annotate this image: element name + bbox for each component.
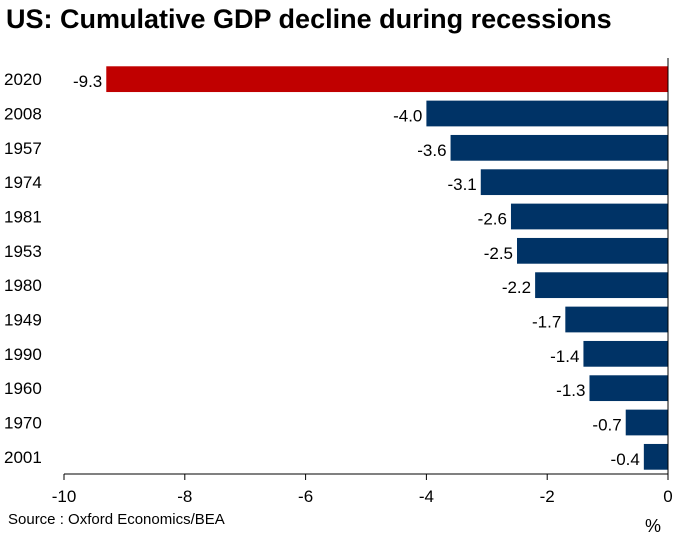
value-label-1981: -2.6	[478, 210, 507, 229]
category-label-1970: 1970	[4, 414, 42, 433]
category-label-1990: 1990	[4, 345, 42, 364]
x-tick-label--8: -8	[177, 487, 192, 506]
category-label-2020: 2020	[4, 70, 42, 89]
value-label-2020: -9.3	[73, 72, 102, 91]
bar-1957	[450, 134, 668, 161]
bar-1960	[589, 375, 668, 402]
chart-title: US: Cumulative GDP decline during recess…	[6, 4, 612, 34]
category-label-2008: 2008	[4, 105, 42, 124]
bar-1974	[480, 169, 668, 196]
value-label-1980: -2.2	[502, 278, 531, 297]
value-label-1974: -3.1	[447, 175, 476, 194]
category-label-1953: 1953	[4, 242, 42, 261]
bar-1981	[510, 203, 668, 230]
bar-2001	[643, 443, 668, 470]
labels-group: 2020 -9.3 2008 -4.0 1957 -3.6 1974 -3.1 1981 -2.6…	[4, 70, 640, 469]
category-label-1981: 1981	[4, 208, 42, 227]
category-label-1949: 1949	[4, 311, 42, 330]
value-label-2001: -0.4	[611, 450, 640, 469]
bars-group	[106, 66, 668, 470]
category-label-1980: 1980	[4, 276, 42, 295]
bar-1953	[517, 237, 668, 264]
x-axis-unit: %	[645, 516, 662, 536]
bar-1970	[625, 409, 668, 436]
x-tick-label-0: 0	[663, 487, 672, 506]
value-label-2008: -4.0	[393, 107, 422, 126]
bar-1980	[535, 272, 668, 299]
value-label-1957: -3.6	[417, 141, 446, 160]
category-label-1960: 1960	[4, 379, 42, 398]
x-tick-label--2: -2	[540, 487, 555, 506]
bar-2008	[426, 100, 668, 127]
x-axis: -10 -8 -6 -4 -2 0	[52, 58, 673, 506]
value-label-1970: -0.7	[592, 416, 621, 435]
source-note: Source : Oxford Economics/BEA	[8, 511, 225, 528]
x-tick-label--10: -10	[52, 487, 77, 506]
value-label-1960: -1.3	[556, 381, 585, 400]
bar-1949	[565, 306, 668, 333]
value-label-1949: -1.7	[532, 313, 561, 332]
bar-2020	[106, 66, 668, 93]
bar-1990	[583, 340, 668, 367]
x-tick-label--4: -4	[419, 487, 434, 506]
category-label-1974: 1974	[4, 173, 42, 192]
category-label-1957: 1957	[4, 139, 42, 158]
category-label-2001: 2001	[4, 448, 42, 467]
value-label-1953: -2.5	[484, 244, 513, 263]
value-label-1990: -1.4	[550, 347, 579, 366]
x-tick-label--6: -6	[298, 487, 313, 506]
